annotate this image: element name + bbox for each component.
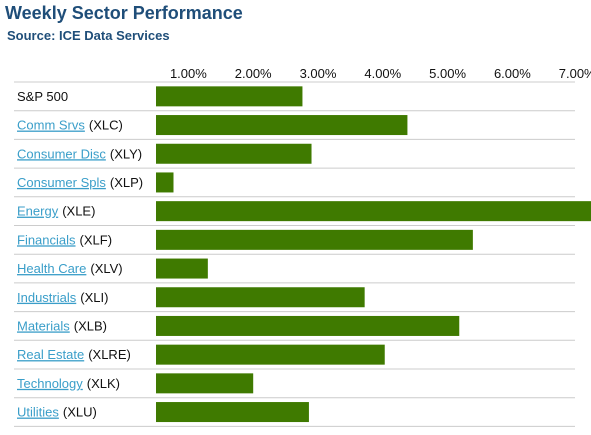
ticker-symbol: (XLK) (87, 376, 120, 391)
category-label[interactable]: Consumer Disc (XLY) (17, 146, 142, 161)
sector-link[interactable]: Materials (17, 318, 70, 333)
table-row: Industrials (XLI) (17, 287, 365, 308)
category-label[interactable]: Health Care (XLV) (17, 261, 123, 276)
x-tick-label: 7.00% (559, 66, 591, 81)
ticker-symbol: (XLE) (62, 204, 95, 219)
table-row: Consumer Disc (XLY) (17, 143, 312, 164)
table-row: Health Care (XLV) (17, 258, 208, 279)
table-row: Utilities (XLU) (17, 402, 309, 423)
x-tick-label: 1.00% (170, 66, 207, 81)
table-row: Materials (XLB) (17, 315, 460, 336)
sector-link[interactable]: Financials (17, 232, 76, 247)
bar (156, 115, 408, 136)
category-name: S&P 500 (17, 89, 68, 104)
sector-link[interactable]: Consumer Disc (17, 146, 106, 161)
sector-link[interactable]: Technology (17, 376, 83, 391)
ticker-symbol: (XLV) (90, 261, 122, 276)
category-label[interactable]: Financials (XLF) (17, 232, 112, 247)
table-row: Consumer Spls (XLP) (17, 172, 174, 193)
ticker-symbol: (XLF) (80, 232, 113, 247)
bar (156, 373, 254, 394)
sector-link[interactable]: Utilities (17, 405, 59, 420)
table-row: Real Estate (XLRE) (17, 344, 385, 365)
ticker-symbol: (XLY) (110, 146, 142, 161)
category-label[interactable]: Technology (XLK) (17, 376, 120, 391)
chart-title: Weekly Sector Performance (5, 3, 243, 23)
ticker-symbol: (XLP) (110, 175, 143, 190)
table-row: Financials (XLF) (17, 229, 473, 250)
x-tick-label: 4.00% (364, 66, 401, 81)
bar (156, 143, 312, 164)
ticker-symbol: (XLC) (89, 118, 123, 133)
x-tick-label: 6.00% (494, 66, 531, 81)
bar (156, 344, 385, 365)
bar (156, 86, 303, 107)
ticker-symbol: (XLU) (63, 405, 97, 420)
chart-subtitle: Source: ICE Data Services (7, 28, 170, 43)
x-tick-label: 3.00% (300, 66, 337, 81)
x-tick-label: 2.00% (235, 66, 272, 81)
table-row: Comm Srvs (XLC) (17, 115, 408, 136)
sector-link[interactable]: Comm Srvs (17, 118, 85, 133)
ticker-symbol: (XLRE) (88, 347, 131, 362)
bar (156, 201, 591, 222)
ticker-symbol: (XLI) (80, 290, 108, 305)
bar (156, 229, 473, 250)
category-label[interactable]: Consumer Spls (XLP) (17, 175, 143, 190)
x-tick-label: 5.00% (429, 66, 466, 81)
category-label[interactable]: Real Estate (XLRE) (17, 347, 131, 362)
bar (156, 287, 365, 308)
sector-link[interactable]: Energy (17, 204, 59, 219)
category-label[interactable]: Comm Srvs (XLC) (17, 118, 123, 133)
sector-link[interactable]: Industrials (17, 290, 77, 305)
bar (156, 172, 174, 193)
category-label: S&P 500 (17, 89, 68, 104)
category-label[interactable]: Utilities (XLU) (17, 405, 97, 420)
category-label[interactable]: Industrials (XLI) (17, 290, 108, 305)
sector-link[interactable]: Real Estate (17, 347, 84, 362)
table-row: Technology (XLK) (17, 373, 254, 394)
bar (156, 402, 309, 423)
bar (156, 315, 460, 336)
table-row: S&P 500 (17, 86, 303, 107)
sector-link[interactable]: Health Care (17, 261, 86, 276)
category-label[interactable]: Energy (XLE) (17, 204, 95, 219)
bar (156, 258, 208, 279)
ticker-symbol: (XLB) (74, 318, 107, 333)
category-label[interactable]: Materials (XLB) (17, 318, 107, 333)
sector-link[interactable]: Consumer Spls (17, 175, 106, 190)
table-row: Energy (XLE) (17, 201, 591, 222)
